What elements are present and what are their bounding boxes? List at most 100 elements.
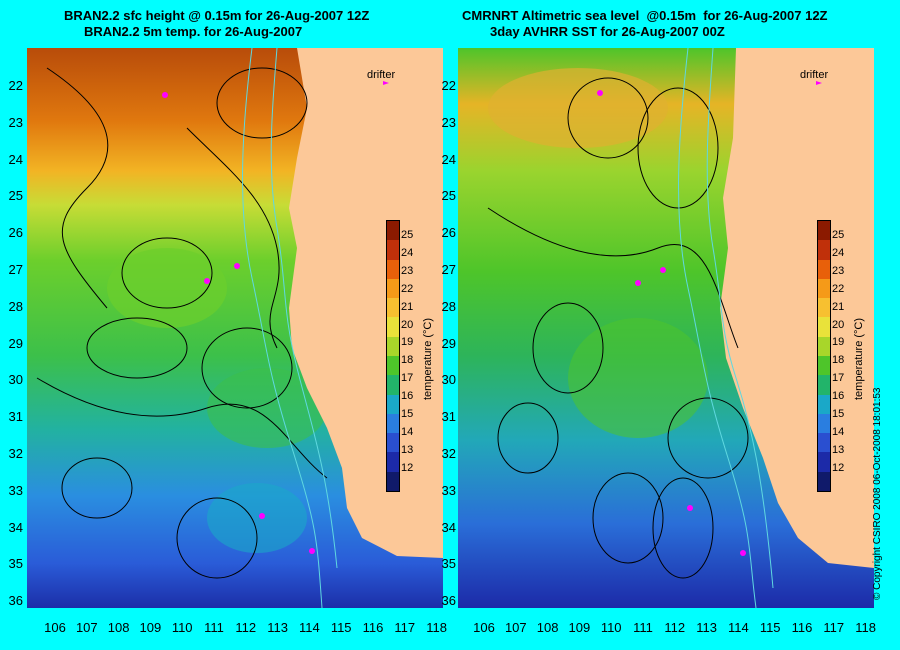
lat-tick-label: 33 bbox=[441, 482, 456, 498]
lat-tick-label: 28 bbox=[441, 298, 456, 314]
lon-tick-label: 114 bbox=[728, 620, 749, 635]
copyright-notice: © Copyright CSIRO 2008 06-Oct-2008 18:01… bbox=[872, 387, 883, 601]
lat-tick-label: 30 bbox=[441, 372, 456, 388]
colorbar-tick-label: 18 bbox=[832, 354, 845, 367]
colorbar-tick-label: 14 bbox=[401, 425, 414, 438]
left-drifter-tracks bbox=[162, 92, 315, 554]
colorbar-segment bbox=[387, 394, 399, 414]
left-sea-level-contours bbox=[36, 67, 328, 579]
colorbar-segment bbox=[818, 413, 830, 434]
colorbar-segment bbox=[818, 221, 830, 241]
lon-tick-label: 107 bbox=[504, 620, 527, 635]
colorbar-segment bbox=[818, 355, 830, 376]
right-title-line1: CMRNRT Altimetric sea level @0.15m for 2… bbox=[462, 8, 828, 23]
right-title-line2: 3day AVHRR SST for 26-Aug-2007 00Z bbox=[490, 24, 725, 39]
lon-tick-label: 109 bbox=[568, 620, 591, 635]
right-colorbar-title: temperature (°C) bbox=[853, 317, 865, 400]
right-land-mass bbox=[720, 48, 874, 568]
lon-tick-label: 112 bbox=[664, 620, 686, 635]
colorbar-tick-label: 20 bbox=[832, 318, 845, 331]
lat-tick-label: 36 bbox=[441, 593, 456, 609]
lat-tick-label: 23 bbox=[8, 114, 23, 130]
colorbar-segment bbox=[387, 336, 399, 356]
colorbar-segment bbox=[818, 433, 830, 453]
right-colorbar bbox=[817, 220, 831, 492]
lat-tick-label: 31 bbox=[8, 409, 23, 425]
lat-tick-label: 22 bbox=[441, 78, 456, 93]
left-isobaths bbox=[242, 48, 338, 608]
colorbar-segment bbox=[818, 452, 830, 472]
colorbar-segment bbox=[387, 298, 399, 318]
colorbar-tick-label: 16 bbox=[832, 390, 845, 403]
lon-tick-label: 106 bbox=[473, 620, 495, 635]
lon-tick-label: 108 bbox=[107, 620, 130, 635]
lat-tick-label: 24 bbox=[441, 151, 456, 167]
lat-tick-label: 36 bbox=[8, 593, 23, 609]
lon-tick-label: 117 bbox=[823, 620, 845, 635]
colorbar-tick-label: 24 bbox=[401, 246, 414, 259]
colorbar-segment bbox=[818, 394, 830, 414]
right-drifter-tracks bbox=[597, 90, 746, 556]
lat-tick-label: 34 bbox=[441, 519, 456, 535]
right-isobaths bbox=[678, 48, 774, 608]
colorbar-segment bbox=[387, 452, 399, 472]
lat-tick-label: 34 bbox=[8, 519, 23, 535]
colorbar-tick-label: 16 bbox=[401, 390, 414, 403]
lon-tick-label: 110 bbox=[600, 620, 622, 635]
lon-tick-label: 112 bbox=[235, 620, 257, 635]
colorbar-segment bbox=[818, 278, 830, 299]
colorbar-segment bbox=[818, 259, 830, 279]
lat-tick-label: 35 bbox=[441, 556, 456, 572]
left-title-line1: BRAN2.2 sfc height @ 0.15m for 26-Aug-20… bbox=[64, 8, 370, 23]
colorbar-tick-label: 21 bbox=[832, 300, 845, 313]
lat-tick-label: 29 bbox=[8, 335, 23, 351]
left-colorbar bbox=[386, 220, 400, 492]
colorbar-tick-label: 23 bbox=[401, 264, 414, 277]
colorbar-tick-label: 22 bbox=[832, 282, 845, 295]
colorbar-segment bbox=[818, 317, 830, 337]
lon-tick-label: 107 bbox=[75, 620, 98, 635]
lat-tick-label: 28 bbox=[8, 298, 23, 314]
lat-tick-label: 27 bbox=[441, 262, 456, 277]
colorbar-segment bbox=[387, 259, 399, 279]
colorbar-tick-label: 23 bbox=[832, 264, 845, 277]
colorbar-tick-label: 19 bbox=[832, 336, 845, 349]
lat-tick-label: 30 bbox=[8, 372, 23, 388]
colorbar-segment bbox=[387, 221, 399, 241]
colorbar-segment bbox=[818, 298, 830, 318]
colorbar-tick-label: 20 bbox=[401, 318, 414, 331]
lat-tick-label: 29 bbox=[441, 335, 456, 351]
lat-tick-label: 27 bbox=[8, 262, 23, 277]
lon-tick-label: 109 bbox=[139, 620, 162, 635]
lon-tick-label: 113 bbox=[696, 620, 717, 635]
lat-tick-label: 25 bbox=[8, 188, 23, 204]
colorbar-tick-label: 18 bbox=[401, 354, 414, 367]
lon-tick-label: 118 bbox=[855, 620, 876, 635]
colorbar-tick-label: 25 bbox=[832, 229, 845, 241]
lon-tick-label: 116 bbox=[362, 620, 384, 635]
colorbar-tick-label: 15 bbox=[401, 408, 414, 420]
lat-tick-label: 32 bbox=[8, 446, 23, 461]
right-sea-level-contours bbox=[487, 77, 749, 579]
colorbar-segment bbox=[818, 336, 830, 356]
left-colorbar-title: temperature (°C) bbox=[422, 317, 434, 400]
lon-tick-label: 108 bbox=[536, 620, 559, 635]
colorbar-tick-label: 17 bbox=[832, 372, 845, 385]
colorbar-tick-label: 13 bbox=[832, 443, 845, 456]
lat-tick-label: 35 bbox=[8, 556, 23, 572]
colorbar-tick-label: 12 bbox=[401, 461, 414, 474]
colorbar-tick-label: 15 bbox=[832, 408, 845, 420]
colorbar-segment bbox=[387, 317, 399, 337]
lat-tick-label: 33 bbox=[8, 482, 23, 498]
colorbar-segment bbox=[387, 240, 399, 260]
colorbar-tick-label: 17 bbox=[401, 372, 414, 385]
lon-tick-label: 115 bbox=[759, 620, 781, 635]
colorbar-tick-label: 25 bbox=[401, 229, 414, 241]
colorbar-segment bbox=[818, 471, 830, 491]
colorbar-segment bbox=[387, 375, 399, 395]
lon-tick-label: 110 bbox=[171, 620, 193, 635]
lon-tick-label: 114 bbox=[299, 620, 320, 635]
colorbar-segment bbox=[387, 471, 399, 491]
lat-tick-label: 25 bbox=[441, 188, 456, 204]
left-title-line2: BRAN2.2 5m temp. for 26-Aug-2007 bbox=[84, 24, 303, 39]
